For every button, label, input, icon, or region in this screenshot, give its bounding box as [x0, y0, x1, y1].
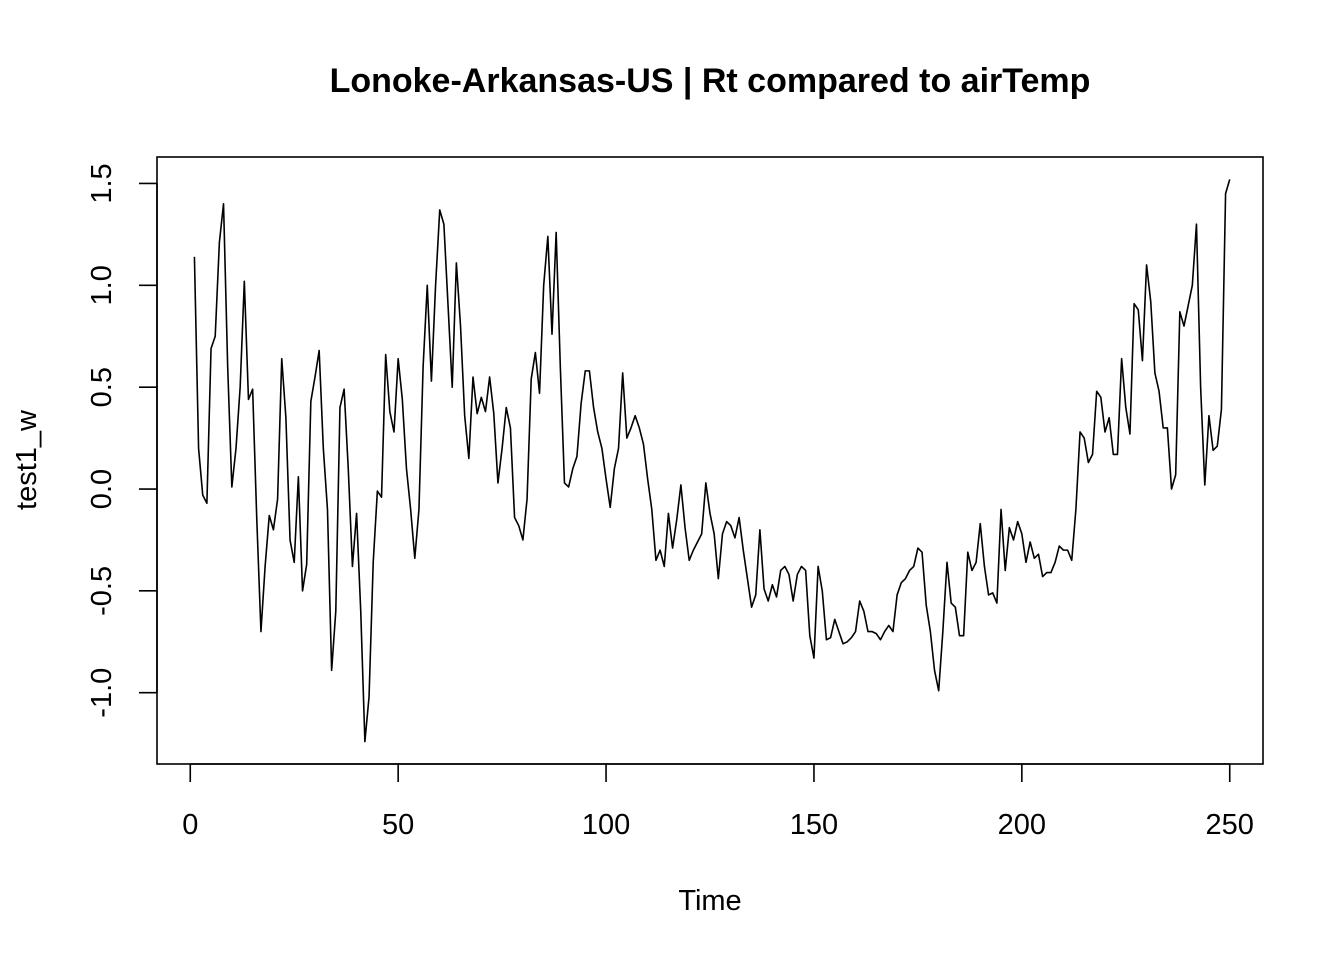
y-tick-label: 1.0 — [86, 265, 118, 305]
x-tick-label: 0 — [182, 809, 198, 841]
y-tick-label: 1.5 — [86, 163, 118, 203]
x-axis: 0 50 100 150 200 250 — [182, 763, 1254, 841]
y-tick-label: -1.0 — [86, 668, 118, 718]
y-axis-label: test1_w — [11, 409, 43, 510]
chart-title: Lonoke-Arkansas-US | Rt compared to airT… — [330, 62, 1091, 100]
x-tick-label: 200 — [998, 809, 1046, 841]
x-tick-label: 250 — [1206, 809, 1254, 841]
y-tick-label: 0.5 — [86, 367, 118, 407]
x-axis-label: Time — [678, 885, 741, 917]
y-tick-label: 0.0 — [86, 469, 118, 509]
x-tick-label: 150 — [790, 809, 838, 841]
x-tick-label: 100 — [582, 809, 630, 841]
x-tick-label: 50 — [382, 809, 414, 841]
y-axis: -1.0 -0.5 0.0 0.5 1.0 1.5 — [86, 163, 158, 718]
series-line — [193, 179, 1231, 743]
plot-frame — [156, 156, 1264, 765]
y-tick-label: -0.5 — [86, 566, 118, 616]
